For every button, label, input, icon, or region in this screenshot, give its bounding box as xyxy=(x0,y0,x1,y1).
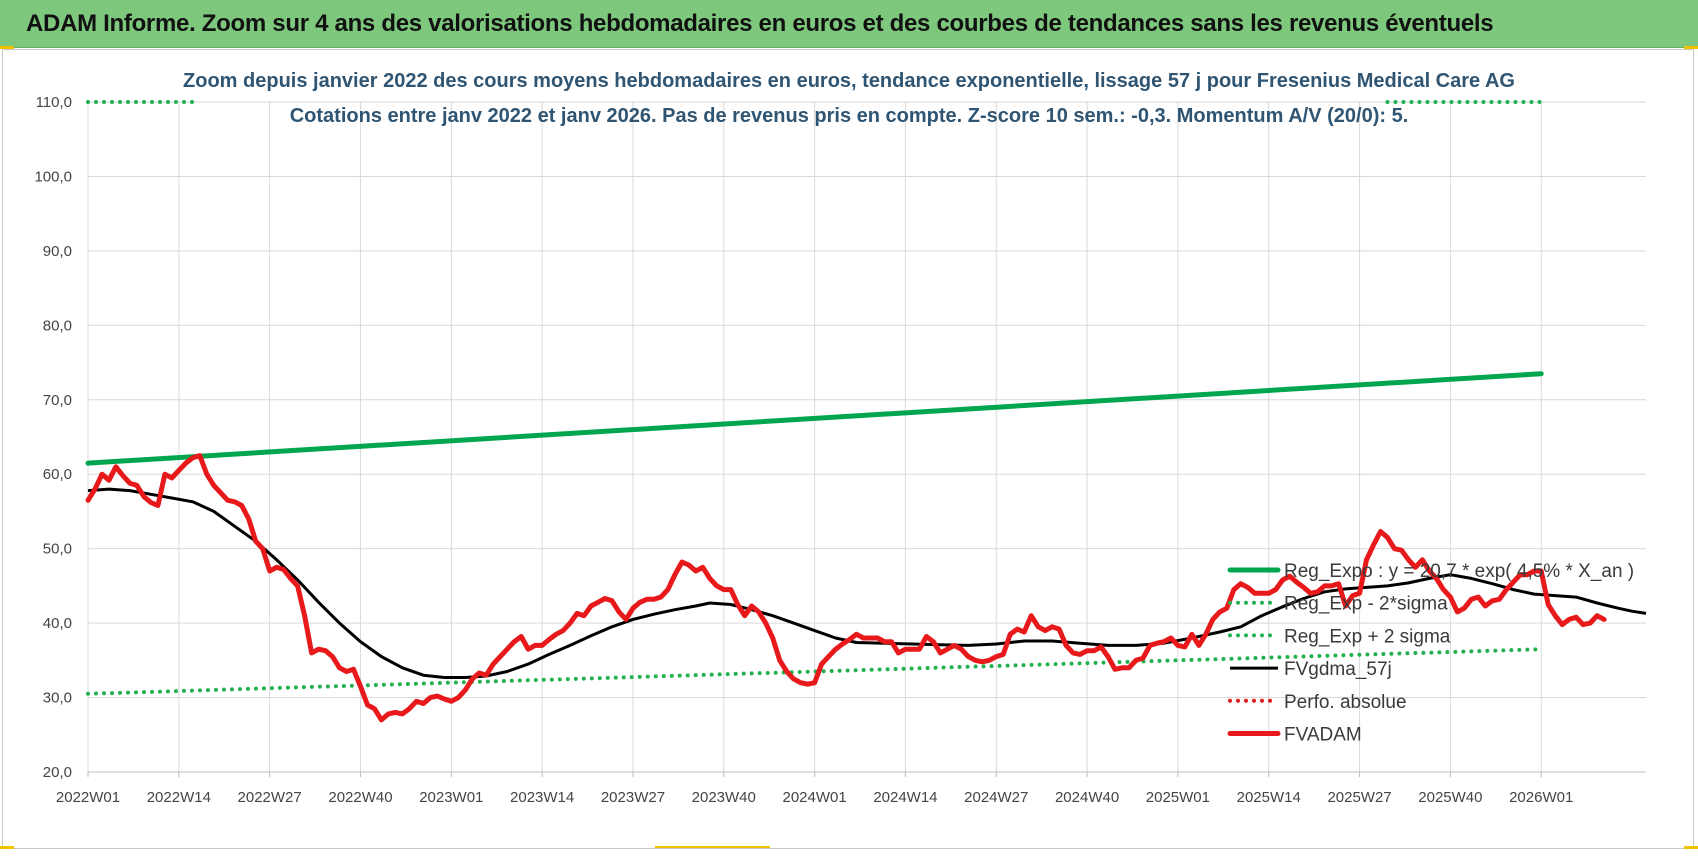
page-title: ADAM Informe. Zoom sur 4 ans des valoris… xyxy=(26,10,1494,37)
y-tick-label: 100,0 xyxy=(34,168,72,185)
series-lines xyxy=(85,100,1647,723)
x-tick-label: 2024W27 xyxy=(964,789,1028,806)
y-tick-label: 40,0 xyxy=(43,615,72,632)
x-tick-label: 2022W40 xyxy=(328,789,392,806)
y-tick-label: 80,0 xyxy=(43,317,72,334)
x-tick-label: 2023W27 xyxy=(601,789,665,806)
x-tick-label: 2024W14 xyxy=(873,789,937,806)
corner-mark-top-right xyxy=(1684,46,1698,49)
banner: ADAM Informe. Zoom sur 4 ans des valoris… xyxy=(0,0,1698,48)
series-line-trend xyxy=(85,371,1544,466)
legend-label: Reg_Exp - 2*sigma xyxy=(1284,594,1448,615)
x-axis: 2022W01 2022W14 2022W27 2022W40 2023W01 2023W… xyxy=(56,789,1573,806)
chart-frame xyxy=(2,49,1694,849)
y-tick-label: 90,0 xyxy=(43,243,72,260)
y-tick-label: 60,0 xyxy=(43,466,72,483)
x-tick-label: 2022W14 xyxy=(147,789,211,806)
legend-label: FVgdma_57j xyxy=(1284,659,1392,680)
corner-mark-bottom-center xyxy=(655,846,770,848)
legend: Reg_Expo : y = 20,7 * exp( 4,5% * X_an )… xyxy=(1227,561,1634,746)
legend-label: FVADAM xyxy=(1284,725,1362,746)
x-tick-label: 2022W01 xyxy=(56,789,120,806)
y-tick-label: 110,0 xyxy=(36,94,72,111)
x-tick-label: 2025W14 xyxy=(1237,789,1301,806)
corner-mark-bottom-left xyxy=(0,846,14,849)
x-tick-label: 2023W01 xyxy=(419,789,483,806)
x-tick-label: 2023W14 xyxy=(510,789,574,806)
x-tick-label: 2022W27 xyxy=(238,789,302,806)
series-line-price xyxy=(85,453,1607,723)
corner-mark-top-left xyxy=(0,46,14,49)
x-tick-label: 2024W40 xyxy=(1055,789,1119,806)
y-axis: 20,0 30,0 40,0 50,0 60,0 70,0 80,0 90,0 100,0 110… xyxy=(34,94,72,781)
x-tick-label: 2026W01 xyxy=(1509,789,1573,806)
corner-mark-bottom-right xyxy=(1684,846,1698,849)
series-line-lower-band xyxy=(86,647,1544,696)
x-tick-label: 2024W01 xyxy=(782,789,846,806)
chart-subtitle: Cotations entre janv 2022 et janv 2026. … xyxy=(289,105,1409,127)
series-line-moving-average xyxy=(87,487,1647,679)
y-tick-label: 20,0 xyxy=(43,764,72,781)
chart-title: Zoom depuis janvier 2022 des cours moyen… xyxy=(183,70,1515,92)
y-tick-label: 50,0 xyxy=(43,541,72,558)
legend-label: Perfo. absolue xyxy=(1284,692,1407,713)
y-tick-label: 70,0 xyxy=(43,392,72,409)
x-tick-label: 2025W01 xyxy=(1146,789,1210,806)
legend-label: Reg_Exp + 2 sigma xyxy=(1284,626,1451,647)
x-tick-label: 2023W40 xyxy=(692,789,756,806)
x-tick-label: 2025W40 xyxy=(1418,789,1482,806)
x-tick-label: 2025W27 xyxy=(1327,789,1391,806)
gridlines xyxy=(87,101,1646,777)
y-tick-label: 30,0 xyxy=(43,690,72,707)
legend-label: Reg_Expo : y = 20,7 * exp( 4,5% * X_an ) xyxy=(1284,561,1634,582)
